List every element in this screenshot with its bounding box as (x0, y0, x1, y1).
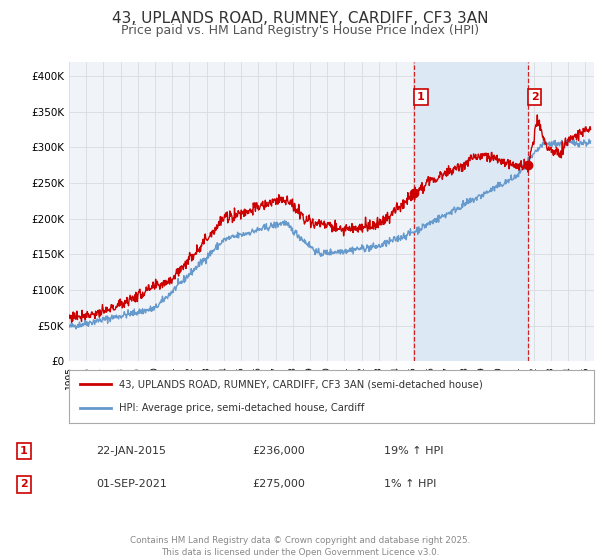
Bar (415, 62, 528, 361)
Text: 1% ↑ HPI: 1% ↑ HPI (384, 479, 436, 489)
Text: 22-JAN-2015: 22-JAN-2015 (96, 446, 166, 456)
Text: Contains HM Land Registry data © Crown copyright and database right 2025.
This d: Contains HM Land Registry data © Crown c… (130, 536, 470, 557)
Text: £275,000: £275,000 (252, 479, 305, 489)
Text: Price paid vs. HM Land Registry's House Price Index (HPI): Price paid vs. HM Land Registry's House … (121, 24, 479, 36)
Text: HPI: Average price, semi-detached house, Cardiff: HPI: Average price, semi-detached house,… (119, 403, 364, 413)
Text: 2: 2 (530, 92, 538, 102)
Text: £236,000: £236,000 (252, 446, 305, 456)
Text: 1: 1 (417, 92, 425, 102)
Text: 43, UPLANDS ROAD, RUMNEY, CARDIFF, CF3 3AN (semi-detached house): 43, UPLANDS ROAD, RUMNEY, CARDIFF, CF3 3… (119, 380, 482, 390)
Text: 43, UPLANDS ROAD, RUMNEY, CARDIFF, CF3 3AN: 43, UPLANDS ROAD, RUMNEY, CARDIFF, CF3 3… (112, 11, 488, 26)
Text: 19% ↑ HPI: 19% ↑ HPI (384, 446, 443, 456)
Text: 01-SEP-2021: 01-SEP-2021 (96, 479, 167, 489)
Text: 2: 2 (20, 479, 28, 489)
Text: 1: 1 (20, 446, 28, 456)
